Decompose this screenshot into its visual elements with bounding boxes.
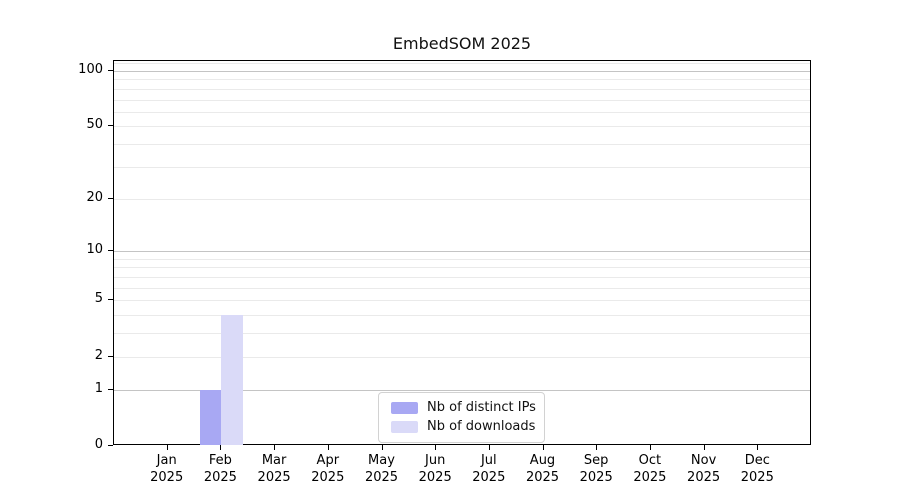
x-tick-label-feb: Feb 2025 (203, 453, 237, 485)
x-tick-label-nov: Nov 2025 (687, 453, 721, 485)
x-tick-mark (274, 445, 276, 450)
y-tick-mark (108, 125, 113, 127)
x-tick-label-jan: Jan 2025 (150, 453, 184, 485)
x-tick-label-jun: Jun 2025 (418, 453, 452, 485)
minor-gridline (114, 198, 810, 200)
legend-item-distinct-ips: Nb of distinct IPs (391, 398, 536, 417)
minor-gridline (114, 126, 810, 128)
bar-feb-0 (199, 389, 222, 445)
x-tick-label-aug: Aug 2025 (525, 453, 560, 485)
y-tick-label: 20 (86, 189, 103, 205)
major-gridline (114, 389, 810, 391)
minor-gridline (114, 333, 810, 335)
minor-gridline (114, 267, 810, 269)
y-tick-label: 5 (94, 291, 103, 307)
minor-gridline (114, 79, 810, 81)
y-tick-label: 2 (94, 347, 103, 363)
plot-area (113, 60, 811, 445)
x-tick-mark (649, 445, 651, 450)
x-tick-label-jul: Jul 2025 (472, 453, 506, 485)
x-tick-mark (596, 445, 598, 450)
x-tick-label-apr: Apr 2025 (311, 453, 345, 485)
legend-swatch-distinct-ips (391, 401, 418, 414)
legend-item-downloads: Nb of downloads (391, 417, 536, 436)
legend-swatch-downloads (391, 420, 418, 433)
y-tick-mark (108, 299, 113, 301)
chart-title: EmbedSOM 2025 (392, 34, 532, 53)
minor-gridline (114, 144, 810, 146)
x-tick-label-sep: Sep 2025 (579, 453, 613, 485)
x-tick-mark (327, 445, 329, 450)
x-tick-mark (220, 445, 222, 450)
y-tick-label: 10 (86, 242, 103, 258)
minor-gridline (114, 166, 810, 168)
minor-gridline (114, 300, 810, 302)
minor-gridline (114, 315, 810, 317)
x-tick-label-dec: Dec 2025 (740, 453, 774, 485)
x-tick-label-may: May 2025 (364, 453, 399, 485)
minor-gridline (114, 277, 810, 278)
major-gridline (114, 251, 810, 253)
minor-gridline (114, 99, 810, 101)
minor-gridline (114, 356, 810, 358)
y-tick-mark (108, 445, 113, 446)
y-tick-label: 1 (94, 380, 103, 396)
x-tick-mark (542, 445, 544, 450)
y-tick-label: 0 (94, 437, 103, 452)
legend: Nb of distinct IPs Nb of downloads (378, 392, 545, 443)
major-gridline (114, 70, 810, 72)
minor-gridline (114, 258, 810, 260)
y-tick-label: 50 (86, 117, 103, 133)
minor-gridline (114, 111, 810, 113)
x-tick-mark (703, 445, 705, 450)
legend-label-downloads: Nb of downloads (427, 419, 536, 434)
minor-gridline (114, 88, 810, 90)
y-tick-mark (108, 250, 113, 252)
x-tick-mark (757, 445, 759, 450)
x-tick-label-oct: Oct 2025 (633, 453, 667, 485)
y-tick-mark (108, 197, 113, 199)
y-tick-mark (108, 355, 113, 357)
x-tick-label-mar: Mar 2025 (257, 453, 291, 485)
y-tick-mark (108, 69, 113, 71)
x-tick-mark (435, 445, 437, 450)
minor-gridline (114, 63, 810, 65)
x-tick-mark (488, 445, 490, 450)
y-tick-mark (108, 388, 113, 390)
bar-feb-1 (221, 315, 243, 445)
legend-label-distinct-ips: Nb of distinct IPs (427, 400, 536, 415)
x-tick-mark (381, 445, 383, 450)
x-tick-mark (166, 445, 168, 450)
minor-gridline (114, 287, 810, 289)
y-tick-label: 100 (78, 61, 103, 77)
